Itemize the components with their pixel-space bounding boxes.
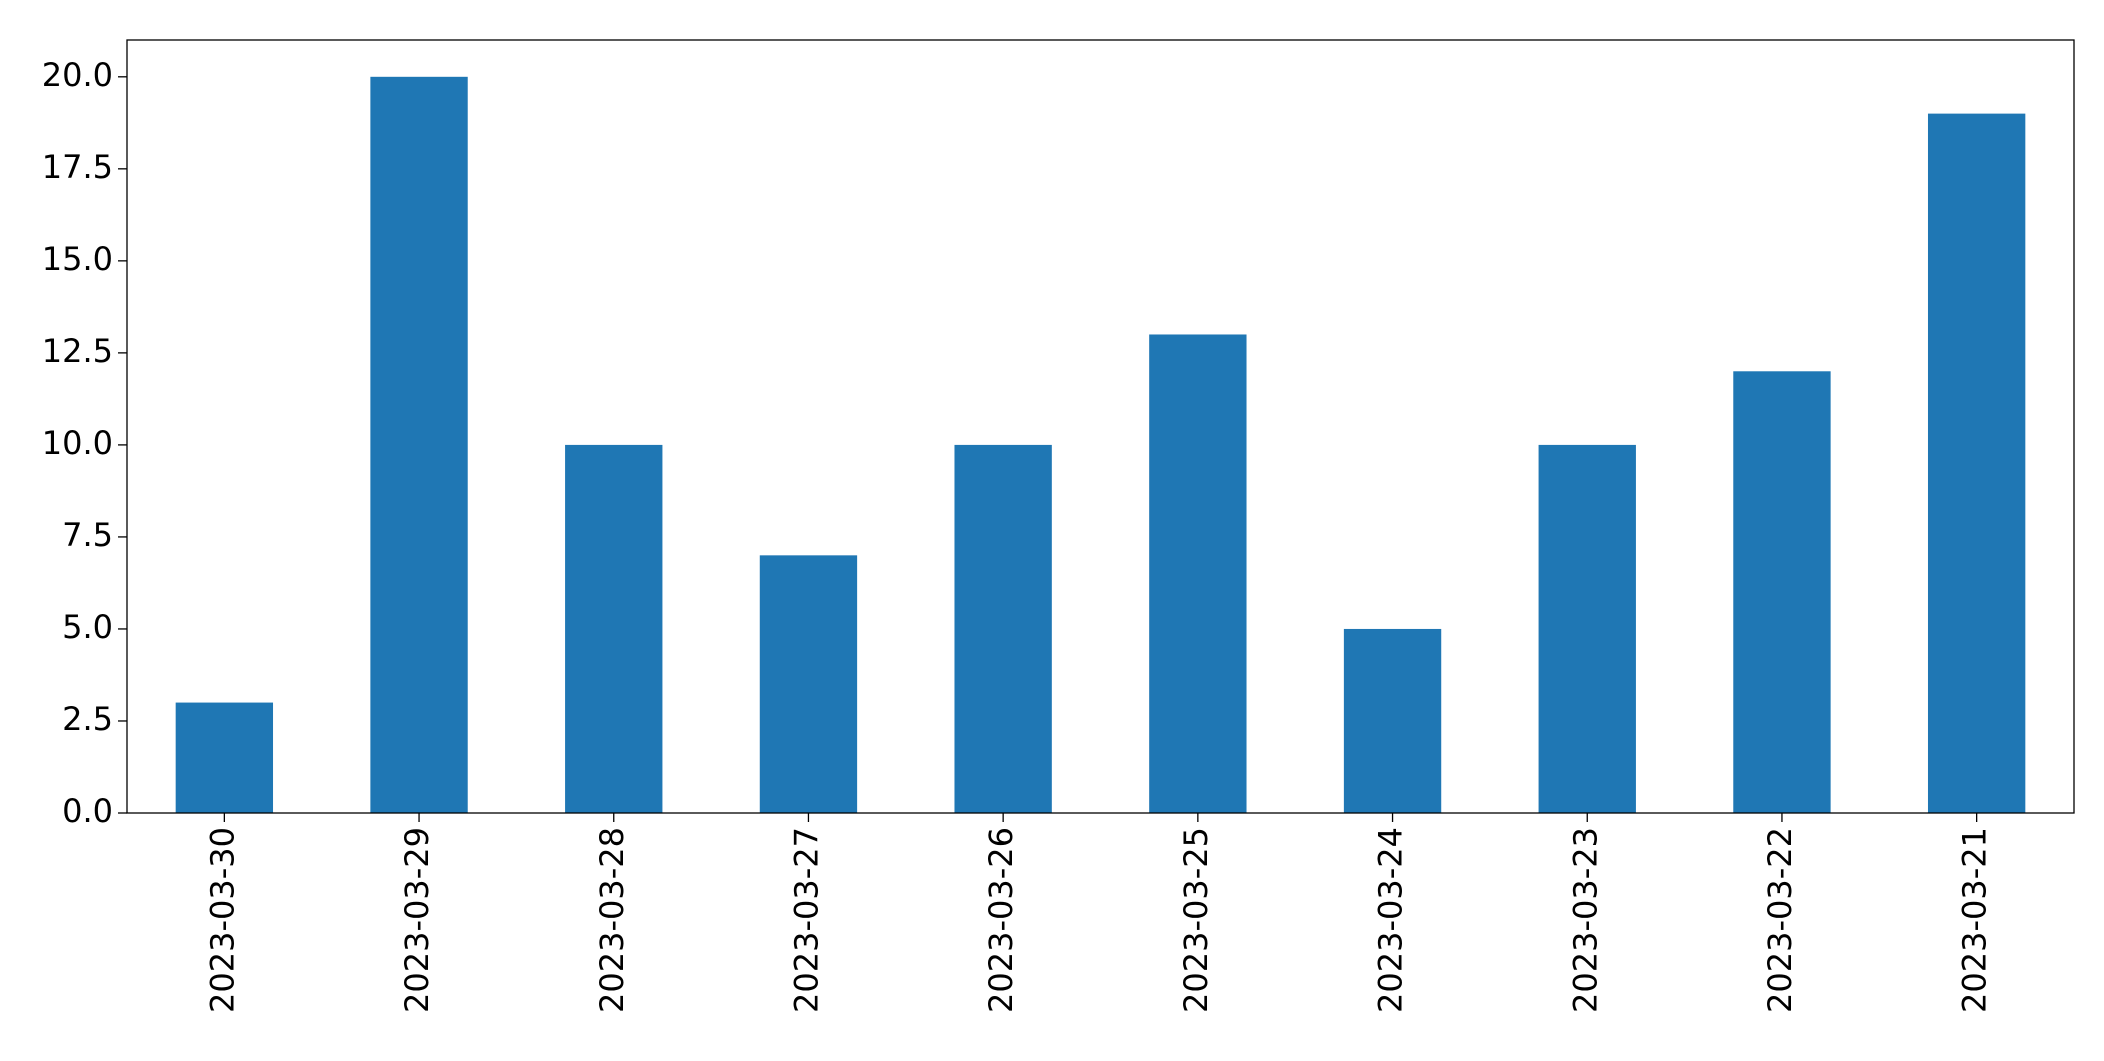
x-tick-label: 2023-03-25: [1177, 827, 1215, 1013]
x-tick-label: 2023-03-23: [1566, 827, 1604, 1013]
y-tick-label: 5.0: [62, 608, 113, 646]
x-tick-label: 2023-03-29: [398, 827, 436, 1013]
y-tick-label: 7.5: [62, 516, 113, 554]
bar: [1343, 628, 1442, 813]
x-tick-label: 2023-03-26: [982, 827, 1020, 1013]
y-tick-label: 2.5: [62, 700, 113, 738]
bar: [1538, 444, 1636, 813]
bar: [175, 702, 274, 813]
y-tick-label: 12.5: [42, 332, 113, 370]
x-tick-label: 2023-03-21: [1956, 827, 1994, 1013]
x-tick-label: 2023-03-24: [1372, 827, 1410, 1013]
bar: [565, 444, 663, 813]
y-tick-label: 17.5: [42, 148, 113, 186]
x-tick-label: 2023-03-30: [203, 827, 241, 1013]
bar: [954, 444, 1052, 813]
bar: [1733, 371, 1831, 813]
bar: [1149, 334, 1247, 813]
y-tick-label: 0.0: [62, 792, 113, 830]
plot-frame: [126, 39, 2075, 814]
y-tick-label: 15.0: [42, 240, 113, 278]
bar: [759, 555, 858, 813]
x-tick-label: 2023-03-22: [1761, 827, 1799, 1013]
y-tick-label: 10.0: [42, 424, 113, 462]
x-tick-label: 2023-03-27: [787, 827, 825, 1013]
x-tick-label: 2023-03-28: [593, 827, 631, 1013]
bar: [1927, 113, 2026, 814]
y-tick-label: 20.0: [42, 56, 113, 94]
bar: [370, 76, 468, 814]
